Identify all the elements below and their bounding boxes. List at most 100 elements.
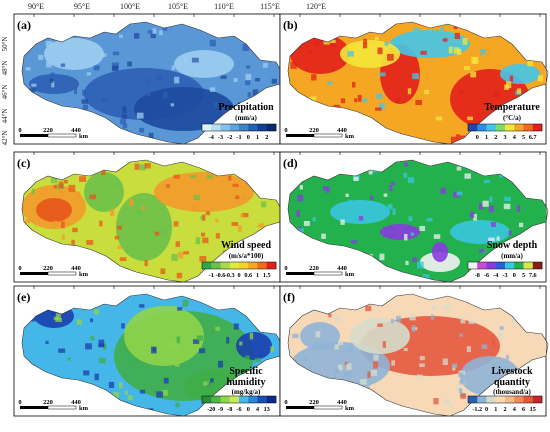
- map-cell: [357, 94, 362, 102]
- map-cell: [148, 132, 154, 140]
- map-cell: [209, 87, 216, 92]
- map-cell: [180, 325, 185, 329]
- panel-title: Snow depth: [487, 240, 538, 251]
- map-cell: [449, 403, 454, 409]
- map-cell: [67, 357, 71, 361]
- map-cell: [464, 173, 471, 179]
- map-cell: [90, 318, 94, 323]
- map-cell: [459, 89, 464, 94]
- map-cell: [366, 385, 370, 390]
- map-cell: [98, 357, 106, 364]
- map-cell: [226, 336, 230, 344]
- panel-tag: (b): [283, 18, 298, 32]
- map-cell: [175, 402, 180, 408]
- legend-tick-label: 1: [485, 134, 488, 141]
- legend-tick-label: -6: [236, 406, 241, 413]
- legend-tick-label: -3: [218, 134, 223, 141]
- map-region: [124, 306, 204, 366]
- scale-tick-label: 220: [309, 127, 319, 134]
- country-outline: [287, 21, 549, 145]
- legend-swatch: [477, 262, 487, 269]
- map-cell: [156, 391, 164, 398]
- map-cell: [242, 44, 249, 52]
- map-cell: [245, 73, 252, 81]
- map-cell: [454, 32, 461, 40]
- map-cell: [412, 257, 418, 263]
- map-cell: [121, 323, 125, 329]
- map-cell: [136, 209, 144, 217]
- map-cell: [252, 89, 259, 96]
- panel-tag: (e): [17, 290, 30, 304]
- map-cell: [133, 359, 139, 364]
- map-cell: [122, 123, 128, 129]
- map-cell: [83, 370, 90, 376]
- map-cell: [124, 390, 129, 395]
- map-cell: [299, 185, 303, 190]
- map-cell: [159, 30, 163, 36]
- map-cell: [420, 50, 427, 55]
- panel-title: Livestock: [491, 366, 533, 377]
- legend-swatch: [505, 124, 515, 131]
- legend-swatch: [239, 396, 249, 403]
- legend-border: [467, 123, 543, 132]
- map-cell: [53, 184, 57, 189]
- map-cell: [147, 30, 153, 34]
- map-cell: [389, 185, 393, 191]
- map-cell: [178, 251, 184, 259]
- map-region: [36, 198, 72, 222]
- map-cell: [481, 344, 488, 349]
- map-cell: [255, 77, 260, 82]
- map-cell: [151, 346, 157, 354]
- longitude-labels: 90°E 95°E 100°E 105°E 110°E 115°E 120°E: [28, 2, 326, 11]
- map-cell: [391, 181, 395, 186]
- map-region: [432, 242, 448, 262]
- scale-tick-label: 440: [337, 265, 347, 272]
- map-cell: [101, 53, 107, 57]
- map-cell: [362, 98, 368, 103]
- map-cell: [159, 228, 166, 236]
- map-cell: [134, 163, 140, 170]
- map-cell: [182, 299, 189, 307]
- scale-tick-label: 220: [43, 127, 53, 134]
- map-cell: [407, 88, 412, 95]
- map-cell: [173, 174, 180, 179]
- map-cell: [151, 415, 158, 416]
- map-cell: [499, 326, 504, 330]
- map-cell: [25, 67, 31, 71]
- legend-swatch: [532, 396, 543, 403]
- map-cell: [338, 364, 343, 371]
- map-cell: [192, 339, 200, 344]
- map-cell: [330, 40, 336, 44]
- map-cell: [296, 210, 300, 217]
- map-cell: [98, 339, 105, 347]
- legend-swatch: [211, 124, 221, 131]
- map-cell: [139, 304, 145, 308]
- legend-tick-label: 15: [530, 406, 536, 413]
- map-cell: [52, 220, 58, 227]
- legend-border: [201, 261, 277, 270]
- latitude-label: 42°N: [1, 131, 9, 146]
- map-region: [44, 38, 104, 70]
- map-cell: [396, 315, 401, 322]
- map-cell: [244, 355, 250, 361]
- legend-swatch: [257, 124, 268, 131]
- map-cell: [127, 61, 132, 67]
- legend-swatch: [514, 262, 524, 269]
- map-cell: [373, 354, 379, 361]
- map-cell: [94, 373, 99, 381]
- map-cell: [232, 183, 239, 188]
- map-cell: [347, 51, 355, 57]
- map-cell: [271, 78, 277, 84]
- legend-tick-label: -9: [218, 406, 223, 413]
- map-cell: [61, 221, 65, 229]
- map-cell: [103, 343, 107, 351]
- map-cell: [210, 331, 216, 335]
- map-cell: [340, 219, 345, 225]
- scale-tick-label: 440: [71, 265, 81, 272]
- panel-title-line2: humidity: [227, 377, 266, 388]
- map-cell: [122, 106, 127, 114]
- legend-tick-label: -8: [475, 272, 480, 279]
- map-cell: [161, 390, 168, 396]
